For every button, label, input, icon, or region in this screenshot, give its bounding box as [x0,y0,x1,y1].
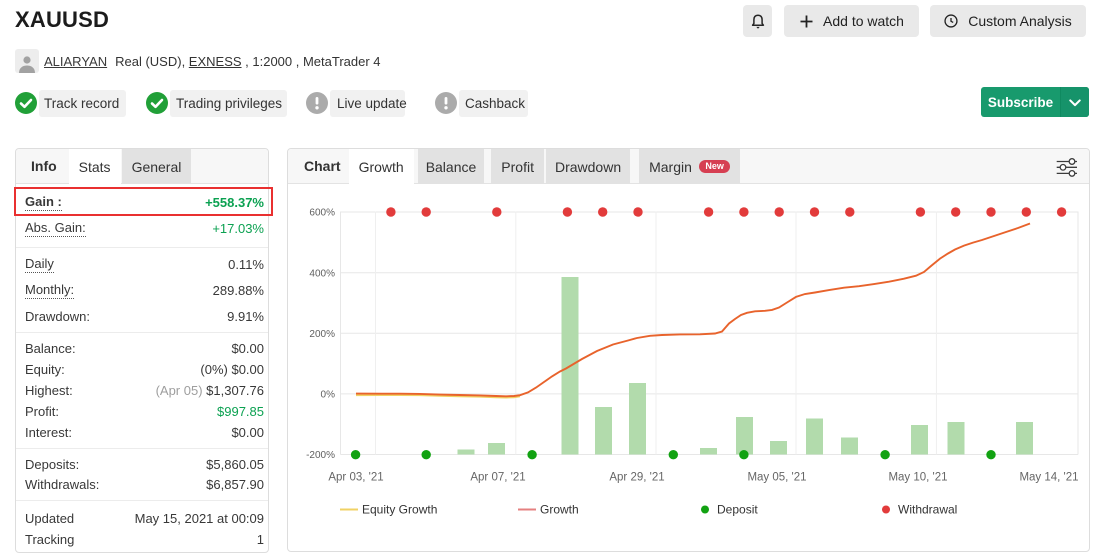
svg-text:Growth: Growth [540,503,579,517]
svg-text:Equity Growth: Equity Growth [362,503,437,517]
svg-text:200%: 200% [309,329,335,340]
svg-text:0%: 0% [321,389,336,400]
svg-text:Deposit: Deposit [717,503,758,517]
svg-text:Withdrawal: Withdrawal [898,503,957,517]
svg-text:Apr 29, '21: Apr 29, '21 [609,472,664,484]
svg-text:May 10, '21: May 10, '21 [888,472,947,484]
svg-text:-200%: -200% [306,450,335,461]
svg-text:600%: 600% [309,208,335,219]
svg-text:May 05, '21: May 05, '21 [747,472,806,484]
svg-text:Apr 07, '21: Apr 07, '21 [470,472,525,484]
svg-text:400%: 400% [309,268,335,279]
svg-text:Apr 03, '21: Apr 03, '21 [328,472,383,484]
svg-text:May 14, '21: May 14, '21 [1019,472,1078,484]
